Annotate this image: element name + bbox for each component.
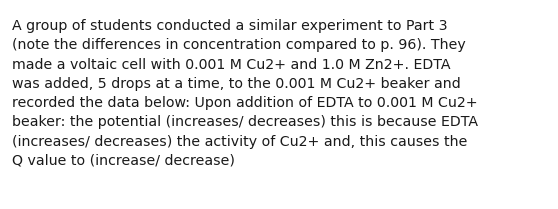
Text: A group of students conducted a similar experiment to Part 3
(note the differenc: A group of students conducted a similar …: [12, 19, 478, 168]
